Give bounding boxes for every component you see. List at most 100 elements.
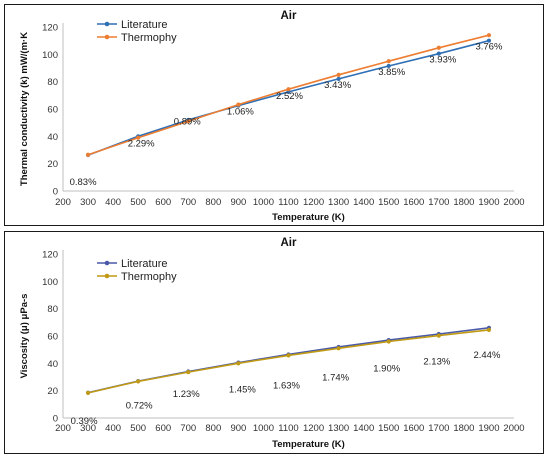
y-axis-label: Thermal conductivity (k) mW/(m·K xyxy=(19,32,30,186)
data-point-thermophy xyxy=(186,369,191,375)
x-tick-label: 1700 xyxy=(428,197,449,208)
data-point-thermophy xyxy=(436,333,441,338)
x-tick-label: 1200 xyxy=(303,423,324,434)
y-tick-label: 100 xyxy=(42,50,58,61)
x-tick-label: 1900 xyxy=(478,197,499,208)
x-tick-label: 600 xyxy=(155,423,171,434)
x-tick-label: 400 xyxy=(105,197,121,208)
legend-label: Literature xyxy=(121,258,167,270)
y-tick-label: 40 xyxy=(47,359,58,370)
thermal-conductivity-chart: Air 0 20 40 60 80 100 120 200 300 400 500 600 700 800 9… xyxy=(19,10,525,223)
deviation-label: 0.39% xyxy=(71,416,98,427)
y-axis-label: Viscosity (μ) μPa-s xyxy=(19,294,30,379)
deviation-label: 3.43% xyxy=(324,80,351,91)
y-tick-label: 120 xyxy=(42,23,58,34)
x-tick-label: 600 xyxy=(155,197,171,208)
x-tick-label: 1800 xyxy=(453,423,474,434)
x-tick-label: 400 xyxy=(105,423,121,434)
x-tick-label: 1200 xyxy=(303,197,324,208)
data-point-thermophy xyxy=(136,379,141,384)
deviation-label: 1.45% xyxy=(229,384,256,395)
data-point-thermophy xyxy=(186,119,191,124)
x-tick-label: 200 xyxy=(55,423,71,434)
y-tick-label: 60 xyxy=(47,332,58,343)
deviation-label: 1.74% xyxy=(322,372,349,383)
x-tick-label: 1500 xyxy=(378,423,399,434)
data-point-thermophy xyxy=(286,353,291,358)
x-tick-label: 1500 xyxy=(378,197,399,208)
deviation-label: 0.72% xyxy=(126,400,153,411)
deviation-label: 0.89% xyxy=(174,116,201,127)
y-tick-label: 0 xyxy=(53,414,58,425)
data-point-thermophy xyxy=(486,33,492,38)
x-tick-label: 1600 xyxy=(403,197,424,208)
x-tick-label: 1300 xyxy=(328,423,349,434)
x-tick-label: 700 xyxy=(180,423,196,434)
deviation-label: 2.52% xyxy=(276,91,303,102)
x-tick-label: 500 xyxy=(130,197,146,208)
deviation-label: 3.76% xyxy=(475,42,502,53)
y-tick-label: 100 xyxy=(42,277,58,288)
viscosity-chart: Air 0 20 40 60 80 100 120 200 300 400 500 600 700 800 9… xyxy=(19,237,525,450)
data-point-thermophy xyxy=(236,102,241,107)
x-tick-label: 1100 xyxy=(278,423,298,434)
deviation-label: 1.06% xyxy=(227,107,254,118)
x-tick-label: 200 xyxy=(55,197,71,208)
legend-label: Thermophy xyxy=(121,32,177,44)
x-tick-label: 2000 xyxy=(503,197,524,208)
x-tick-label: 500 xyxy=(130,423,146,434)
x-tick-label: 1400 xyxy=(353,197,374,208)
data-point-literature xyxy=(486,38,492,43)
x-tick-label: 800 xyxy=(205,197,221,208)
x-tick-label: 1700 xyxy=(428,423,449,434)
y-tick-label: 80 xyxy=(47,304,58,315)
data-point-literature xyxy=(336,76,341,82)
x-tick-label: 300 xyxy=(80,197,96,208)
x-tick-label: 1000 xyxy=(253,423,274,434)
deviation-label: 1.23% xyxy=(173,389,200,400)
data-point-thermophy xyxy=(486,327,492,332)
data-point-thermophy xyxy=(85,152,91,157)
legend-label: Literature xyxy=(121,19,167,31)
y-tick-label: 60 xyxy=(47,105,58,116)
x-tick-label: 900 xyxy=(230,423,246,434)
deviation-label: 1.63% xyxy=(273,380,300,391)
data-point-thermophy xyxy=(85,390,91,395)
y-tick-label: 80 xyxy=(47,77,58,88)
y-tick-label: 40 xyxy=(47,132,58,143)
deviation-label: 3.85% xyxy=(378,67,405,78)
x-tick-label: 1000 xyxy=(253,197,274,208)
legend-swatch-marker xyxy=(104,21,110,27)
x-tick-label: 1100 xyxy=(278,197,298,208)
deviation-label: 0.83% xyxy=(70,177,97,188)
data-point-thermophy xyxy=(236,361,241,366)
data-point-literature xyxy=(436,51,441,56)
data-point-thermophy xyxy=(336,72,341,77)
x-tick-label: 1900 xyxy=(478,423,499,434)
data-point-thermophy xyxy=(386,339,391,344)
x-tick-label: 1300 xyxy=(328,197,349,208)
legend-label: Thermophy xyxy=(121,271,177,283)
x-tick-label: 800 xyxy=(205,423,221,434)
chart-title: Air xyxy=(281,10,298,22)
deviation-label: 2.29% xyxy=(128,139,155,150)
deviation-label: 2.44% xyxy=(473,350,500,361)
data-point-thermophy xyxy=(286,87,291,92)
y-tick-label: 120 xyxy=(42,250,58,261)
x-axis-label: Temperature (K) xyxy=(272,212,345,223)
legend-swatch-marker xyxy=(104,273,110,279)
legend-swatch-marker xyxy=(104,34,110,40)
chart-title: Air xyxy=(281,237,298,249)
x-tick-label: 300 xyxy=(80,423,96,434)
deviation-label: 3.93% xyxy=(429,55,456,66)
x-tick-label: 700 xyxy=(180,197,196,208)
thermal-conductivity-chart-panel: Air 0 20 40 60 80 100 120 200 300 400 500 600 700 800 9… xyxy=(4,4,544,226)
x-tick-label: 1400 xyxy=(353,423,374,434)
x-axis-label: Temperature (K) xyxy=(272,439,345,450)
y-tick-label: 0 xyxy=(53,187,58,198)
x-tick-label: 1800 xyxy=(453,197,474,208)
x-tick-label: 2000 xyxy=(503,423,524,434)
data-point-literature xyxy=(386,63,391,69)
data-point-thermophy xyxy=(136,135,141,140)
y-tick-label: 20 xyxy=(47,386,58,397)
